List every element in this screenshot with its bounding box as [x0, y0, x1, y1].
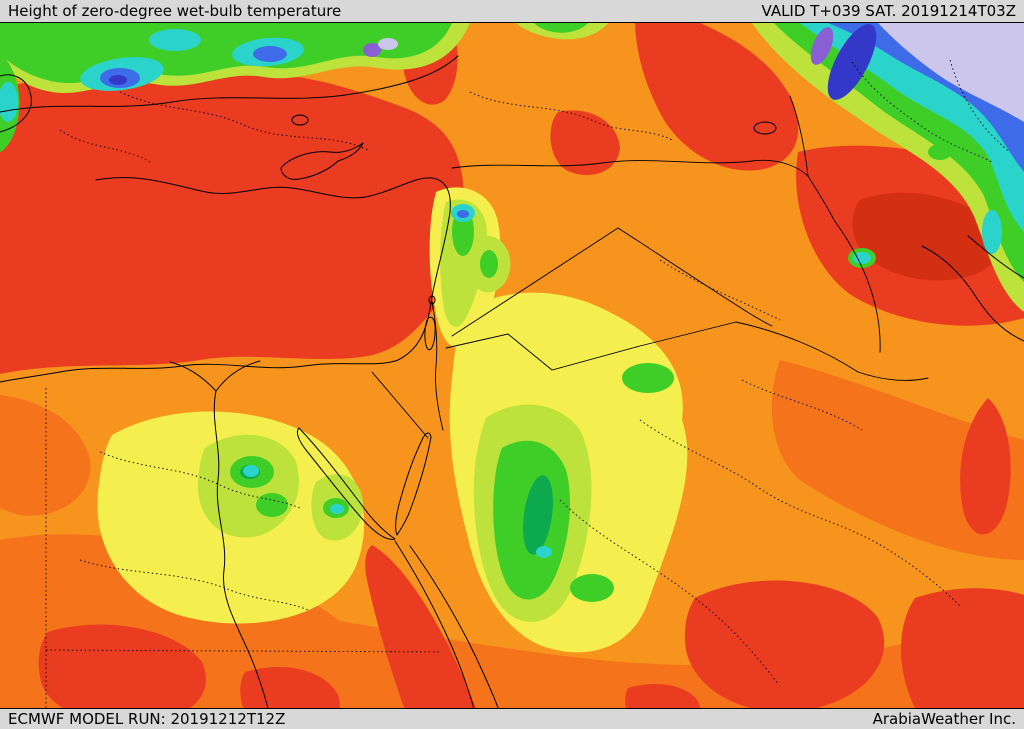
- gulf-of-suez: [296, 427, 396, 540]
- deep-orange-left-mid: [0, 395, 91, 516]
- red-sea-west-coast: [394, 540, 480, 729]
- green-saudi-spot: [622, 363, 674, 393]
- left-edge-cyan: [0, 82, 18, 122]
- top-band-right: [752, 23, 1024, 312]
- tb-left-cyan-3: [149, 29, 201, 51]
- tb-right-lavender: [878, 23, 1024, 122]
- cyan-center: [536, 546, 552, 558]
- tb-right-green-spot: [928, 144, 952, 160]
- dotted-anatolia-3: [59, 129, 151, 163]
- model-run-label: ECMWF MODEL RUN: 20191212T12Z: [8, 709, 286, 728]
- header-bar: Height of zero-degree wet-bulb temperatu…: [0, 0, 1024, 23]
- red-bottom-right-corner: [900, 588, 1024, 729]
- border-syria-iraq: [617, 227, 773, 327]
- coastlines: [0, 55, 1024, 729]
- persian-gulf-coast: [921, 245, 1024, 342]
- mediterranean-levant-egypt-coast: [0, 177, 451, 383]
- border-turkey-iraq: [807, 175, 835, 221]
- tb-right-cyan-tail: [982, 210, 1002, 254]
- tb-left-blue-2: [253, 46, 287, 62]
- attribution-label: ArabiaWeather Inc.: [872, 709, 1016, 728]
- border-jordan-israel: [431, 301, 444, 431]
- footer-bar: ECMWF MODEL RUN: 20191212T12Z ArabiaWeat…: [0, 708, 1024, 729]
- dotted-boundaries: [45, 59, 1011, 729]
- red-east-turkey: [635, 23, 799, 171]
- border-jordan-saudi: [445, 321, 737, 371]
- black-sea-coast: [0, 55, 459, 113]
- red-regions: [0, 23, 1024, 729]
- red-redsea-west: [365, 545, 482, 729]
- green-cores: [230, 208, 876, 602]
- dotted-egypt-sudan: [45, 649, 441, 653]
- nile-river: [213, 390, 273, 729]
- yg-lebanon-core: [440, 199, 487, 327]
- top-sliver-green: [534, 23, 588, 33]
- blue-lebanon: [457, 210, 469, 218]
- border-turkey-iran: [789, 95, 809, 177]
- border-turkey-syria: [451, 159, 809, 177]
- persian-gulf-far-shore: [967, 235, 1024, 279]
- border-egypt-israel: [371, 371, 429, 439]
- red-anatolia-east-med: [0, 73, 465, 374]
- cyan-sinai-1: [243, 465, 259, 477]
- red-bottom-left: [38, 624, 206, 724]
- nile-delta-east: [215, 360, 261, 392]
- deep-orange-right-mid: [771, 360, 1024, 560]
- red-sea-east-coast: [409, 545, 507, 729]
- tb-left-deep-blue: [109, 75, 127, 85]
- aegean-coast: [0, 74, 32, 133]
- tb-right-purple: [810, 27, 834, 65]
- red-central-syria: [550, 110, 620, 176]
- dotted-anatolia-2: [469, 91, 673, 141]
- green-saudi-spot-2: [570, 574, 614, 602]
- lake-tuz: [291, 114, 309, 126]
- cyan-gulf: [853, 252, 871, 264]
- deep-green-center: [523, 475, 553, 555]
- green-syria: [480, 250, 498, 278]
- cyan-sinai-2: [330, 504, 344, 514]
- red-right-edge: [960, 398, 1011, 535]
- tb-left-purple: [363, 43, 381, 57]
- lake-van: [753, 121, 777, 135]
- cyprus-outline: [280, 142, 364, 180]
- red-bottom-right-1: [684, 580, 885, 713]
- border-syria-jordan: [451, 227, 619, 337]
- map-title: Height of zero-degree wet-bulb temperatu…: [8, 1, 342, 20]
- dotted-egypt-2: [79, 559, 309, 611]
- tb-left-lavender: [378, 38, 398, 50]
- dark-red-iraq-core: [852, 192, 1000, 281]
- border-iraq-iran: [833, 219, 881, 353]
- dotted-iran-2: [949, 59, 1011, 153]
- top-band-left: [0, 23, 608, 152]
- gulf-of-aqaba: [395, 432, 432, 536]
- valid-time-label: VALID T+039 SAT. 20191214T03Z: [761, 1, 1016, 20]
- green-sinai-2: [256, 493, 288, 517]
- cyan-blue-spots: [243, 204, 871, 558]
- border-iraq-saudi: [735, 321, 929, 381]
- nile-delta-west: [169, 361, 217, 392]
- dead-sea: [424, 316, 436, 351]
- country-borders: [371, 95, 929, 439]
